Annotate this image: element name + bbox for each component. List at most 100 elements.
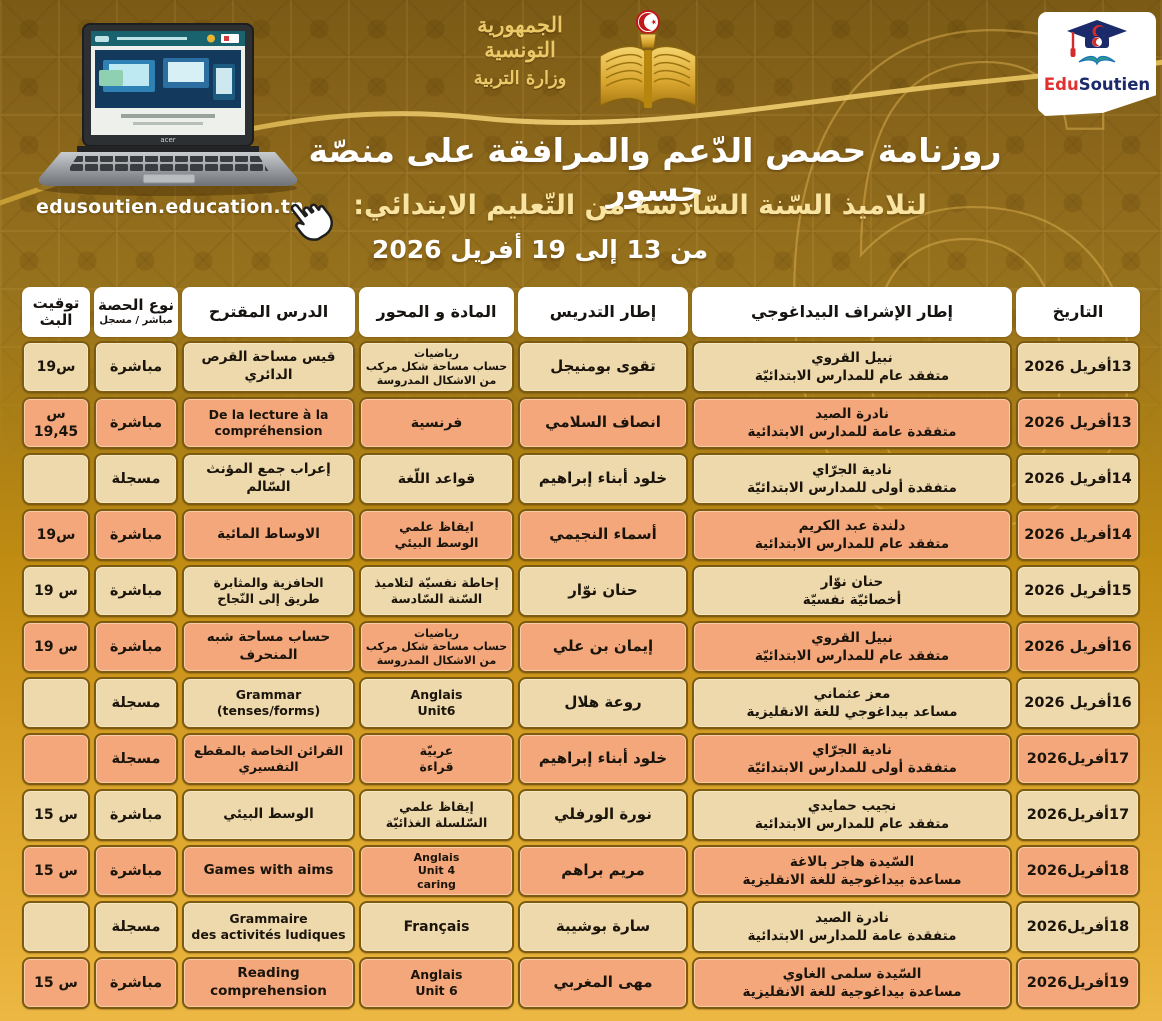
date-cell: 13أفريل 2026 xyxy=(1016,341,1140,393)
ministry-calligraphy: الجمهورية التونسية وزارة التربية xyxy=(440,12,600,89)
session-type-cell: مسجلة xyxy=(94,453,178,505)
broadcast-time-cell: س 15 xyxy=(22,957,90,1009)
lesson-cell: Grammaire des activités ludiques xyxy=(182,901,355,953)
lesson-cell: حساب مساحة شبه المنحرف xyxy=(182,621,355,673)
teacher-cell: مريم براهم xyxy=(518,845,688,897)
subject-cell: فرنسية xyxy=(359,397,514,449)
session-type-cell: مباشرة xyxy=(94,621,178,673)
session-type-cell: مباشرة xyxy=(94,957,178,1009)
teacher-cell: خلود أبناء إبراهيم xyxy=(518,453,688,505)
supervision-cell: نبيل القروي متفقد عام للمدارس الابتدائيّة xyxy=(692,341,1012,393)
supervision-cell: نادرة الصيد متفقدة عامة للمدارس الابتدائي… xyxy=(692,901,1012,953)
republic-title: الجمهورية التونسية xyxy=(477,12,563,62)
supervision-cell: نادية الجرّاي متفقدة أولى للمدارس الابتدا… xyxy=(692,733,1012,785)
supervision-cell: حنان نوّار أخصائيّة نفسيّة xyxy=(692,565,1012,617)
teacher-cell: أسماء النجيمي xyxy=(518,509,688,561)
lesson-cell: قيس مساحة القرص الدائري xyxy=(182,341,355,393)
session-type-cell: مباشرة xyxy=(94,397,178,449)
session-type-cell: مباشرة xyxy=(94,565,178,617)
subject-cell: Anglais Unit 6 xyxy=(359,957,514,1009)
subject-cell: إيقاظ علمي السّلسلة الغذائيّة xyxy=(359,789,514,841)
session-type-cell: مسجلة xyxy=(94,677,178,729)
session-type-cell: مباشرة xyxy=(94,845,178,897)
teacher-cell: انصاف السلامي xyxy=(518,397,688,449)
date-cell: 13أفريل 2026 xyxy=(1016,397,1140,449)
teacher-cell: مهى المغربي xyxy=(518,957,688,1009)
subject-cell: Anglais Unit 4 caring xyxy=(359,845,514,897)
broadcast-time-cell: س 19 xyxy=(22,621,90,673)
broadcast-time-cell xyxy=(22,901,90,953)
teacher-cell: إيمان بن علي xyxy=(518,621,688,673)
session-type-cell: مباشرة xyxy=(94,789,178,841)
column-header-supervision: إطار الإشراف البيداغوجي xyxy=(692,287,1012,337)
date-cell: 14أفريل 2026 xyxy=(1016,453,1140,505)
page-title: روزنامة حصص الدّعم والمرافقة على منصّة ج… xyxy=(308,131,1002,209)
lesson-cell: Games with aims xyxy=(182,845,355,897)
logo-soutien-text: Soutien xyxy=(1078,75,1151,94)
edusoutien-wordmark: EduSoutien xyxy=(1044,75,1150,94)
graduation-cap-icon xyxy=(1067,20,1127,66)
subject-cell: ايقاظ علمي الوسط البيئي xyxy=(359,509,514,561)
date-cell: 19أفريل2026 xyxy=(1016,957,1140,1009)
subject-cell: قواعد اللّغة xyxy=(359,453,514,505)
svg-text:acer: acer xyxy=(160,136,175,144)
session-type-cell: مباشرة xyxy=(94,509,178,561)
date-cell: 16أفريل 2026 xyxy=(1016,677,1140,729)
subject-cell: رياضيات حساب مساحة شكل مركب من الاشكال الم… xyxy=(359,621,514,673)
column-header-time: توقيت البث xyxy=(22,287,90,337)
supervision-cell: دلندة عبد الكريم متفقد عام للمدارس الابتد… xyxy=(692,509,1012,561)
session-type-cell: مباشرة xyxy=(94,341,178,393)
lesson-cell: إعراب جمع المؤنث السّالم xyxy=(182,453,355,505)
cursor-hand-icon xyxy=(290,203,333,241)
page-subtitle: لتلاميذ السّنة السّادسة من التّعليم الاب… xyxy=(353,190,927,221)
edusoutien-logo: EduSoutien xyxy=(1038,12,1156,116)
supervision-cell: نادية الجرّاي متفقدة أولى للمدارس الابتدا… xyxy=(692,453,1012,505)
broadcast-time-cell: س 19,45 xyxy=(22,397,90,449)
broadcast-time-cell xyxy=(22,677,90,729)
laptop-illustration: acer xyxy=(37,23,298,196)
broadcast-time-cell: س 15 xyxy=(22,789,90,841)
lesson-cell: الوسط البيئي xyxy=(182,789,355,841)
column-header-teacher: إطار التدريس xyxy=(518,287,688,337)
lesson-cell: القرائن الخاصة بالمقطع التفسيري xyxy=(182,733,355,785)
subject-cell: Français xyxy=(359,901,514,953)
broadcast-time-cell xyxy=(22,453,90,505)
teacher-cell: خلود أبناء إبراهيم xyxy=(518,733,688,785)
session-type-cell: مسجلة xyxy=(94,901,178,953)
broadcast-time-cell xyxy=(22,733,90,785)
supervision-cell: السّيدة سلمى الغاوي مساعدة بيداغوجية للغة… xyxy=(692,957,1012,1009)
date-cell: 17أفريل2026 xyxy=(1016,733,1140,785)
ministry-title: وزارة التربية xyxy=(473,68,567,89)
logo-edu-text: Edu xyxy=(1043,75,1079,94)
supervision-cell: نبيل القروي متفقد عام للمدارس الابتدائيّة xyxy=(692,621,1012,673)
column-header-lesson: الدرس المقترح xyxy=(182,287,355,337)
column-header-date: التاريخ xyxy=(1016,287,1140,337)
date-cell: 14أفريل 2026 xyxy=(1016,509,1140,561)
broadcast-time-cell: س 15 xyxy=(22,845,90,897)
column-header-type: نوع الحصة مباشر / مسجل xyxy=(94,287,178,337)
teacher-cell: نورة الورفلي xyxy=(518,789,688,841)
broadcast-time-cell: س19 xyxy=(22,509,90,561)
lesson-cell: Grammar (tenses/forms) xyxy=(182,677,355,729)
platform-url[interactable]: edusoutien.education.tn xyxy=(36,196,304,218)
broadcast-time-cell: س 19 xyxy=(22,565,90,617)
schedule-table: التاريخ إطار الإشراف البيداغوجي إطار الت… xyxy=(22,287,1140,1009)
golden-book-emblem xyxy=(599,10,697,109)
supervision-cell: معز عثماني مساعد بيداغوجي للغة الانقليزية xyxy=(692,677,1012,729)
column-header-subject: المادة و المحور xyxy=(359,287,514,337)
subject-cell: رياضيات حساب مساحة شكل مركب من الاشكال الم… xyxy=(359,341,514,393)
date-cell: 15أفريل 2026 xyxy=(1016,565,1140,617)
date-cell: 18أفريل2026 xyxy=(1016,901,1140,953)
lesson-cell: الاوساط المائية xyxy=(182,509,355,561)
lesson-cell: De la lecture à la compréhension xyxy=(182,397,355,449)
date-cell: 16أفريل 2026 xyxy=(1016,621,1140,673)
date-cell: 18أفريل2026 xyxy=(1016,845,1140,897)
subject-cell: Anglais Unit6 xyxy=(359,677,514,729)
session-type-cell: مسجلة xyxy=(94,733,178,785)
subject-cell: عربيّة قراءة xyxy=(359,733,514,785)
teacher-cell: روعة هلال xyxy=(518,677,688,729)
date-cell: 17أفريل2026 xyxy=(1016,789,1140,841)
subject-cell: إحاطة نفسيّة لتلاميذ السّنة السّادسة xyxy=(359,565,514,617)
column-header-type-sublabel: مباشر / مسجل xyxy=(99,315,173,327)
